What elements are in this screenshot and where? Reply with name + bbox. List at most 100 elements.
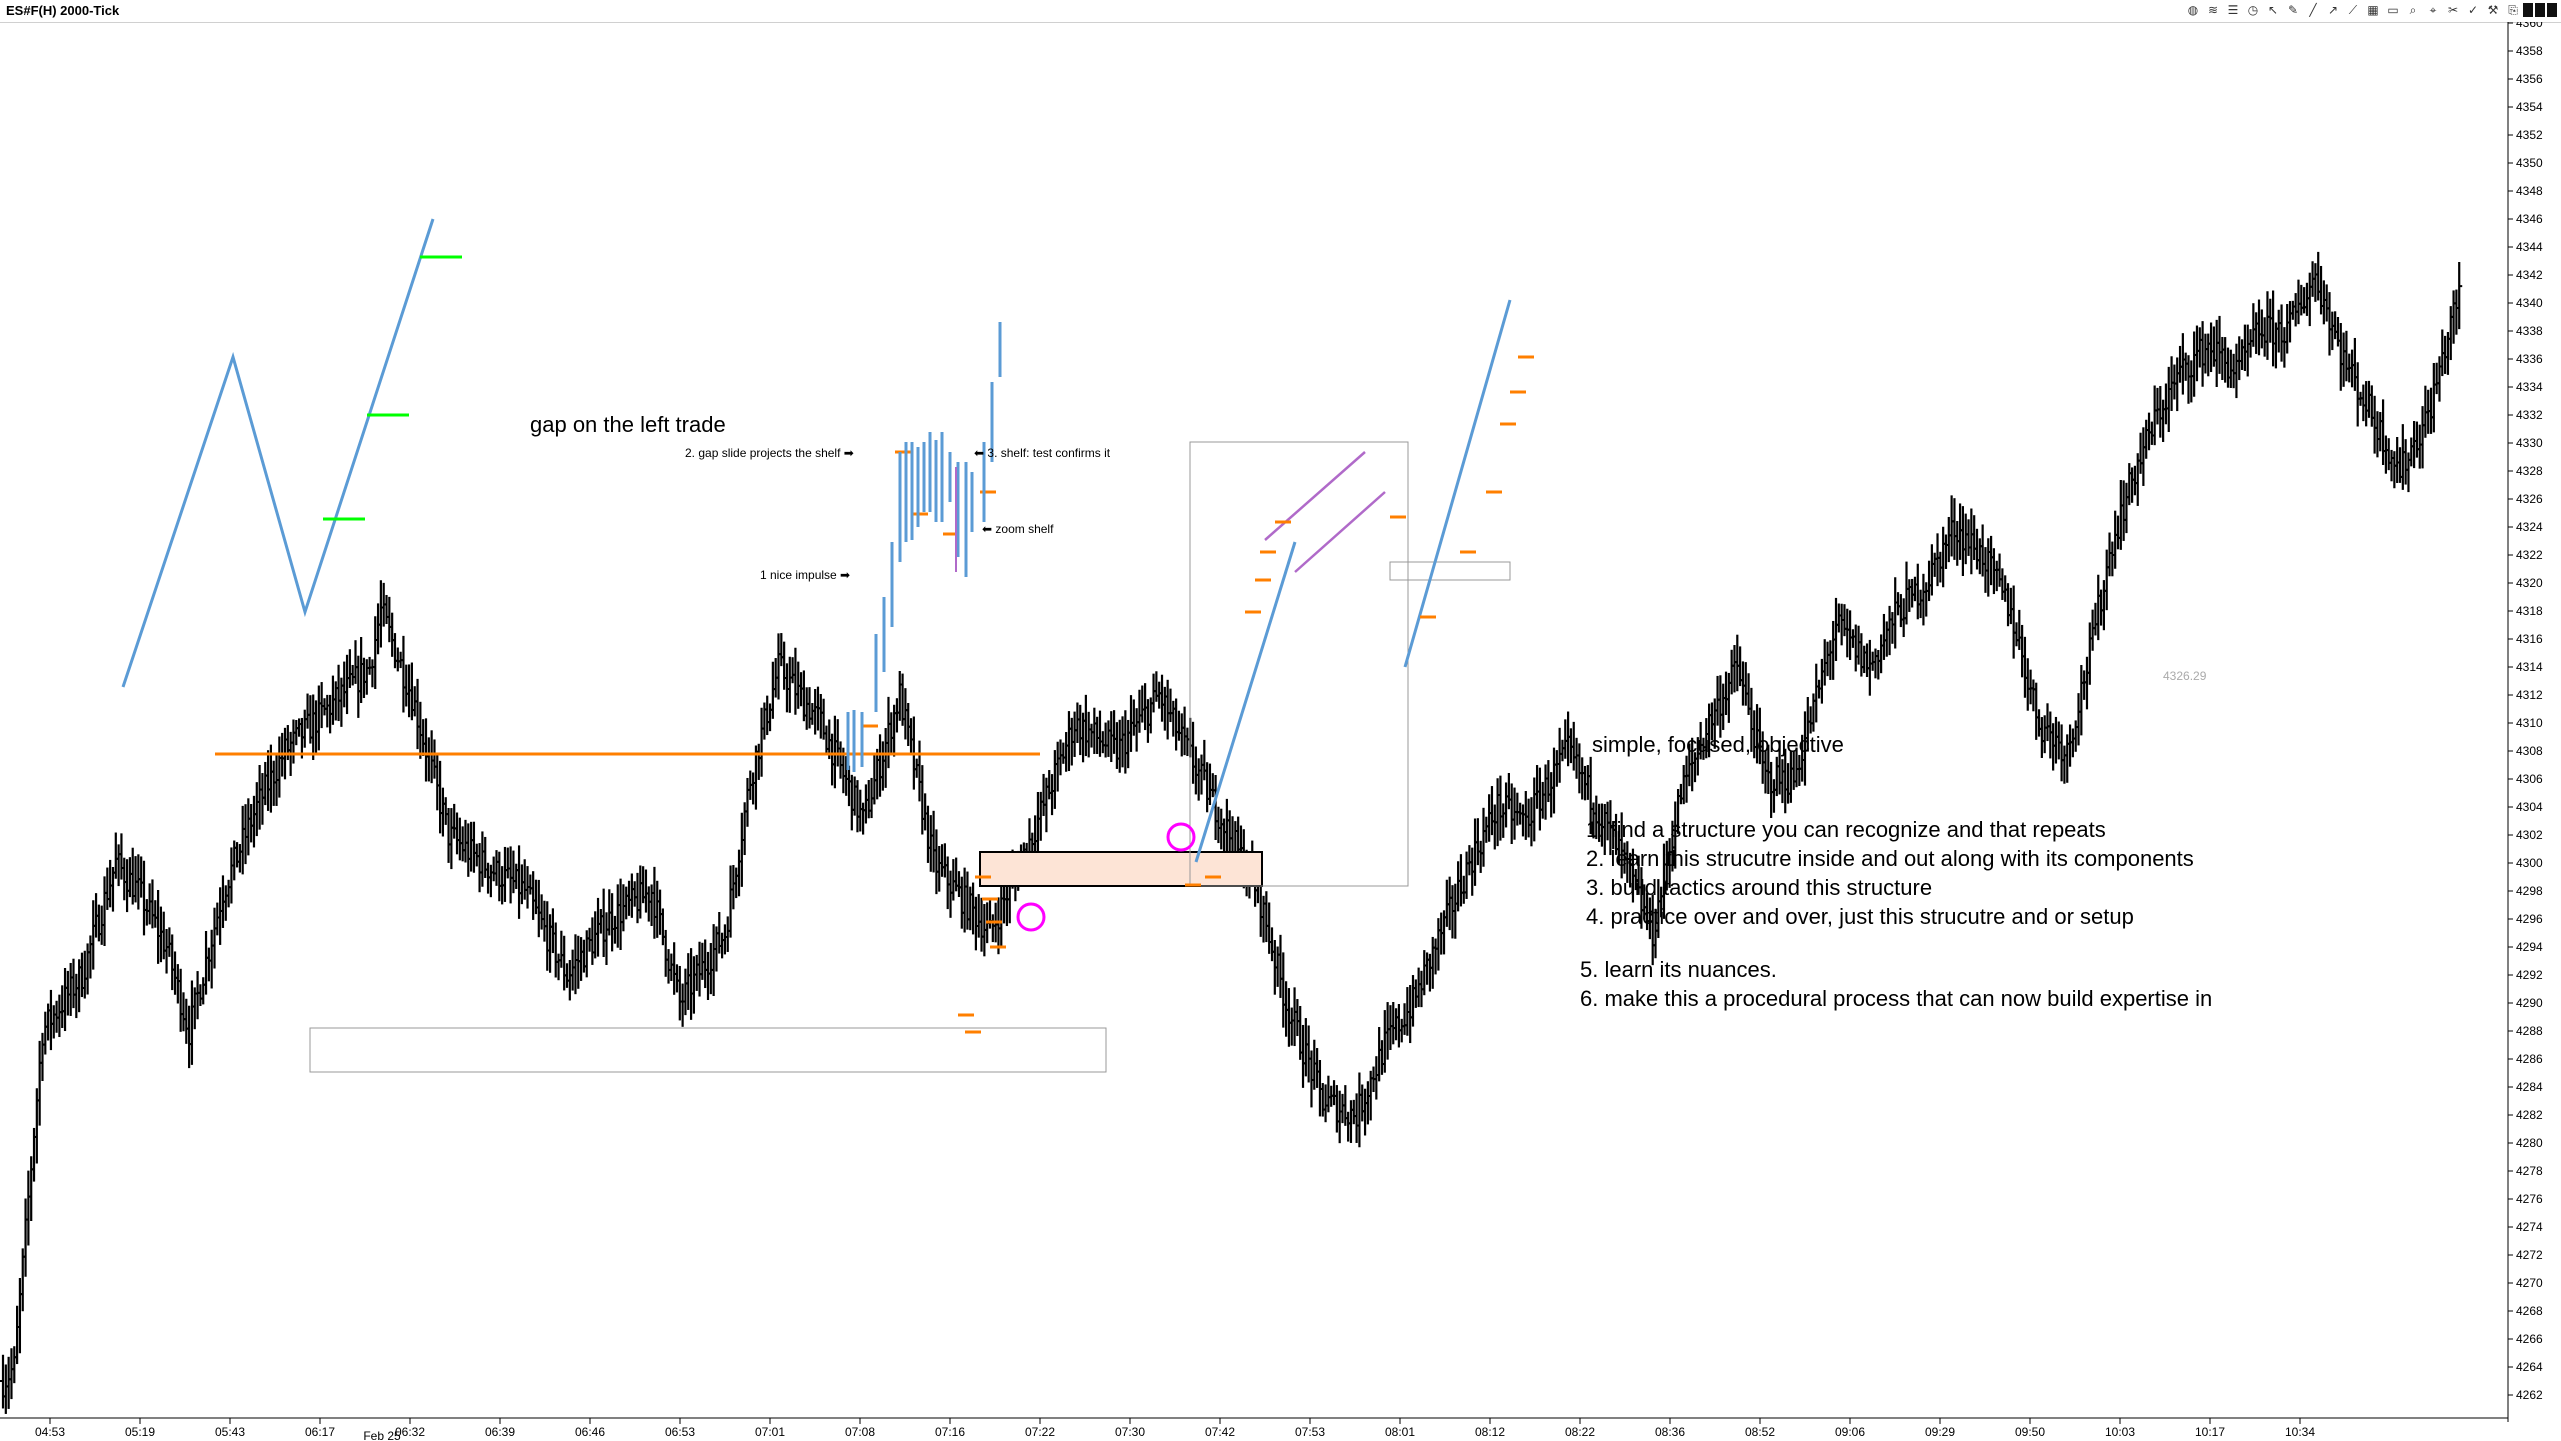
step-label: 4. practice over and over, just this str… xyxy=(1586,904,2134,929)
time-tick-label: 10:17 xyxy=(2195,1425,2225,1439)
time-tick-label: 06:46 xyxy=(575,1425,605,1439)
price-tick-label: 4308 xyxy=(2516,744,2543,758)
price-tick-label: 4268 xyxy=(2516,1304,2543,1318)
price-tick-label: 4360 xyxy=(2516,22,2543,30)
time-tick-label: 09:50 xyxy=(2015,1425,2045,1439)
price-tick-label: 4296 xyxy=(2516,912,2543,926)
grid-icon[interactable]: ▦ xyxy=(2367,3,2379,17)
time-tick-label: 10:34 xyxy=(2285,1425,2315,1439)
price-tick-label: 4264 xyxy=(2516,1360,2543,1374)
drawing-toolbar: ◍ ≋ ☰ ◷ ↖ ✎ ╱ ↗ ⟋ ▦ ▭ ⌕ ⌖ ✂ ✓ ⚒ ⎘ xyxy=(2185,2,2521,20)
price-tick-label: 4306 xyxy=(2516,772,2543,786)
marker-circle xyxy=(1016,902,1046,932)
time-tick-label: 09:29 xyxy=(1925,1425,1955,1439)
price-tick-label: 4292 xyxy=(2516,968,2543,982)
price-tick-label: 4354 xyxy=(2516,100,2543,114)
price-tick-label: 4312 xyxy=(2516,688,2543,702)
price-tick-label: 4284 xyxy=(2516,1080,2543,1094)
time-tick-label: 07:16 xyxy=(935,1425,965,1439)
step-label: 2. learn this strucutre inside and out a… xyxy=(1586,846,2194,871)
ohlc-bars xyxy=(0,251,2463,1414)
pin-icon[interactable]: ⌖ xyxy=(2429,3,2437,17)
step-label: 1. find a structure you can recognize an… xyxy=(1586,817,2106,842)
tick-icon[interactable]: ✓ xyxy=(2467,3,2479,17)
annotations: gap on the left trade 1 nice impulse ➡ 2. … xyxy=(121,218,2212,1073)
price-tick-label: 4348 xyxy=(2516,184,2543,198)
ray-icon[interactable]: ⟋ xyxy=(2348,3,2358,17)
price-tick-label: 4336 xyxy=(2516,352,2543,366)
clip-icon[interactable]: ⎘ xyxy=(2508,3,2518,17)
ghost-price-label: 4326.29 xyxy=(2163,669,2207,683)
time-tick-label: 08:12 xyxy=(1475,1425,1505,1439)
price-tick-label: 4356 xyxy=(2516,72,2543,86)
hammer-icon[interactable]: ⚒ xyxy=(2487,3,2499,17)
price-tick-label: 4346 xyxy=(2516,212,2543,226)
step-label: 5. learn its nuances. xyxy=(1580,957,1777,982)
shelf-box-2 xyxy=(1389,561,1511,581)
price-tick-label: 4274 xyxy=(2516,1220,2543,1234)
chart-title: ES#F(H) 2000-Tick xyxy=(6,3,120,18)
price-tick-label: 4314 xyxy=(2516,660,2543,674)
pencil-icon[interactable]: ✎ xyxy=(2287,3,2299,17)
time-tick-label: 08:01 xyxy=(1385,1425,1415,1439)
trend-line xyxy=(1194,541,1297,863)
price-tick-label: 4276 xyxy=(2516,1192,2543,1206)
impulse-label: 1 nice impulse ➡ xyxy=(760,568,850,582)
price-tick-label: 4352 xyxy=(2516,128,2543,142)
price-tick-label: 4288 xyxy=(2516,1024,2543,1038)
time-tick-label: 09:06 xyxy=(1835,1425,1865,1439)
zoom-icon[interactable]: ⌕ xyxy=(2409,3,2417,17)
clock-icon[interactable]: ◷ xyxy=(2247,3,2259,17)
price-tick-label: 4266 xyxy=(2516,1332,2543,1346)
gap-label: gap on the left trade xyxy=(530,412,726,437)
price-tick-label: 4262 xyxy=(2516,1388,2543,1402)
price-tick-label: 4282 xyxy=(2516,1108,2543,1122)
price-tick-label: 4294 xyxy=(2516,940,2543,954)
cursor-icon[interactable]: ↖ xyxy=(2267,3,2279,17)
test-label: ⬅ 3. shelf: test confirms it xyxy=(974,446,1111,460)
arrow-line-icon[interactable]: ↗ xyxy=(2327,3,2339,17)
price-tick-label: 4280 xyxy=(2516,1136,2543,1150)
wave-icon[interactable]: ≋ xyxy=(2207,3,2219,17)
price-chart[interactable]: 4262 4264 4266 4268 4270 4272 4274 4276 4278 4280… xyxy=(0,22,2561,1441)
time-tick-label: 07:30 xyxy=(1115,1425,1145,1439)
zoom-box xyxy=(1189,441,1409,887)
price-tick-label: 4278 xyxy=(2516,1164,2543,1178)
globe-icon[interactable]: ◍ xyxy=(2187,3,2199,17)
price-tick-label: 4342 xyxy=(2516,268,2543,282)
price-tick-label: 4300 xyxy=(2516,856,2543,870)
marker-circle xyxy=(1166,822,1196,852)
time-tick-label: 07:53 xyxy=(1295,1425,1325,1439)
maximize-button[interactable] xyxy=(2535,3,2545,17)
price-tick-label: 4324 xyxy=(2516,520,2543,534)
cut-icon[interactable]: ✂ xyxy=(2447,3,2459,17)
time-tick-label: 06:39 xyxy=(485,1425,515,1439)
price-tick-label: 4328 xyxy=(2516,464,2543,478)
time-tick-label: 07:01 xyxy=(755,1425,785,1439)
price-tick-label: 4298 xyxy=(2516,884,2543,898)
time-tick-label: 08:22 xyxy=(1565,1425,1595,1439)
shelf-zone xyxy=(979,851,1263,887)
line-icon[interactable]: ╱ xyxy=(2309,3,2317,17)
price-tick-label: 4290 xyxy=(2516,996,2543,1010)
minimize-button[interactable] xyxy=(2523,3,2533,17)
window-buttons xyxy=(2523,3,2557,17)
stack-icon[interactable]: ☰ xyxy=(2227,3,2239,17)
step-label: 6. make this a procedural process that c… xyxy=(1580,986,2212,1011)
price-tick-label: 4316 xyxy=(2516,632,2543,646)
price-tick-label: 4332 xyxy=(2516,408,2543,422)
price-tick-label: 4270 xyxy=(2516,1276,2543,1290)
time-tick-label: 07:08 xyxy=(845,1425,875,1439)
price-tick-label: 4338 xyxy=(2516,324,2543,338)
price-tick-label: 4286 xyxy=(2516,1052,2543,1066)
price-tick-label: 4318 xyxy=(2516,604,2543,618)
price-tick-label: 4320 xyxy=(2516,576,2543,590)
time-axis: 04:53 05:19 05:43 06:17 06:32 06:39 06:46 06:53… xyxy=(0,1417,2508,1441)
rectangle-icon[interactable]: ▭ xyxy=(2387,3,2399,17)
price-tick-label: 4358 xyxy=(2516,44,2543,58)
price-tick-label: 4326 xyxy=(2516,492,2543,506)
time-tick-label: 06:17 xyxy=(305,1425,335,1439)
zoom-label: ⬅ zoom shelf xyxy=(982,522,1054,536)
close-button[interactable] xyxy=(2547,3,2557,17)
channel-line xyxy=(1264,451,1366,541)
